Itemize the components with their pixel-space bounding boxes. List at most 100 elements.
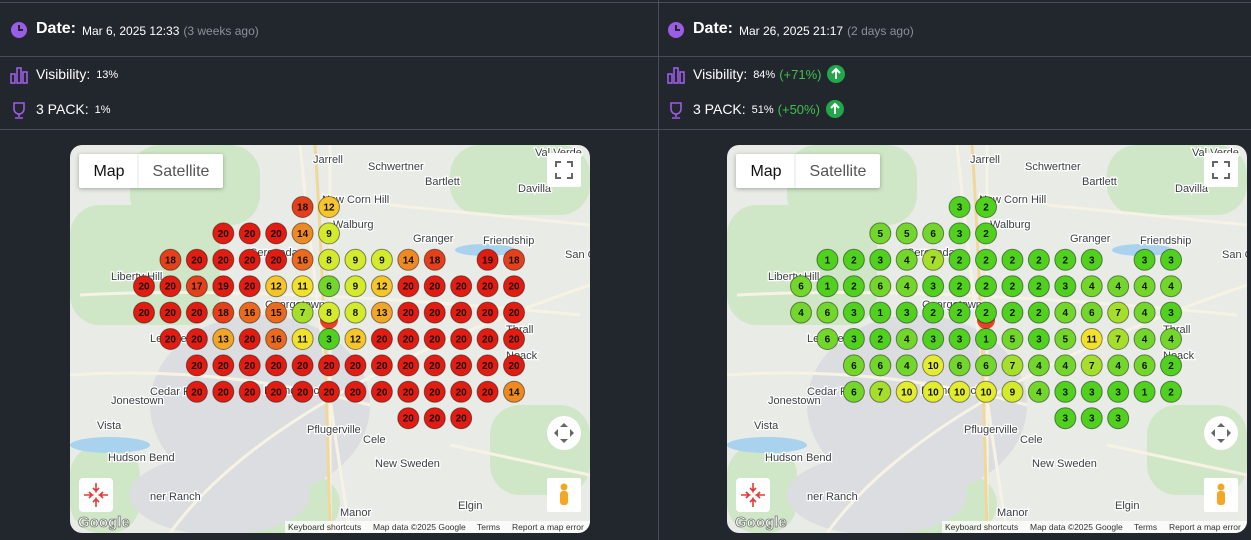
camera-control[interactable] [1204, 416, 1238, 450]
rank-pin [370, 301, 393, 324]
rank-pin [922, 328, 945, 350]
rank-pin-label: 20 [376, 361, 388, 372]
rank-pin [450, 301, 473, 324]
rank-pin [423, 275, 446, 298]
rank-pin [1054, 328, 1077, 350]
rank-pin-label: 3 [1089, 387, 1095, 398]
rank-pin [423, 407, 446, 430]
rank-pin [1080, 380, 1103, 403]
place-label: Bartlett [425, 176, 460, 188]
rank-pin-label: 16 [297, 255, 309, 266]
rank-pin-label: 9 [1010, 387, 1016, 398]
rank-pin [869, 301, 892, 324]
rank-pin [344, 380, 367, 403]
rank-pin [869, 354, 892, 377]
rank-pin-label: 20 [191, 387, 203, 398]
rank-pin-label: 20 [482, 361, 494, 372]
rank-pin-label: 15 [271, 308, 283, 319]
rank-pin [1107, 354, 1130, 377]
rank-pin-label: 2 [983, 255, 989, 266]
place-label: Davilla [1175, 183, 1209, 195]
visibility-icon [10, 67, 28, 84]
rank-pin-label: 12 [271, 282, 283, 293]
rank-pin [1080, 354, 1103, 377]
attribution-text[interactable]: Terms [477, 522, 500, 532]
fullscreen-button[interactable] [1204, 153, 1238, 187]
rank-pin [842, 328, 865, 350]
place-label: ner Ranch [150, 491, 201, 503]
rank-pin [869, 222, 892, 245]
rank-pin [291, 301, 314, 324]
rank-pin [975, 380, 998, 403]
place-label: Jarrell [970, 154, 1000, 166]
rank-pin [1080, 248, 1103, 271]
rank-pin [185, 380, 208, 403]
divider [0, 2, 1251, 3]
attribution-text[interactable]: Keyboard shortcuts [945, 522, 1018, 532]
collapse-button[interactable] [736, 478, 770, 512]
rank-pin-label: 20 [456, 361, 468, 372]
map-type-control [736, 154, 880, 188]
attribution-text[interactable]: Terms [1134, 522, 1157, 532]
collapse-button[interactable] [79, 478, 113, 512]
rank-pin-label: 10 [980, 387, 992, 398]
rank-pin-label: 20 [271, 387, 283, 398]
pack-label: 3 PACK: [36, 101, 89, 117]
rank-pin [238, 248, 261, 271]
rank-pin-label: 16 [244, 308, 256, 319]
rank-pin-label: 6 [798, 282, 804, 293]
map-button[interactable]: Map [93, 163, 124, 180]
map-type-control [79, 154, 223, 188]
rank-pin-label: 17 [191, 282, 203, 293]
camera-control[interactable] [547, 416, 581, 450]
rank-pin-label: 3 [1063, 387, 1069, 398]
rank-pin-label: 20 [429, 361, 441, 372]
rank-pin [790, 301, 812, 324]
satellite-button[interactable]: Satellite [153, 163, 210, 180]
attribution-text[interactable]: Keyboard shortcuts [288, 522, 361, 532]
rank-pin-label: 3 [851, 335, 857, 346]
rank-pin [869, 328, 892, 350]
rank-pin [370, 380, 393, 403]
fullscreen-button[interactable] [547, 153, 581, 187]
rank-pin [344, 354, 367, 377]
rank-pin-label: 2 [1063, 255, 1069, 266]
rank-pin-label: 9 [326, 229, 332, 240]
rank-pin-label: 2 [851, 282, 857, 293]
rank-pin [476, 275, 499, 298]
rank-pin-label: 20 [323, 361, 335, 372]
pegman-head [560, 483, 568, 491]
rank-pin-label: 18 [297, 203, 309, 214]
satellite-button[interactable]: Satellite [810, 163, 867, 180]
map-button[interactable]: Map [750, 163, 781, 180]
rank-pin-label: 5 [1010, 335, 1016, 346]
rank-pin [975, 354, 998, 377]
pegman-body [1217, 491, 1225, 505]
rank-pin-label: 20 [191, 335, 203, 346]
rank-pin [895, 354, 918, 377]
place-label: Jonestown [768, 395, 821, 407]
rank-pin-label: 4 [1168, 282, 1174, 293]
rank-pin-label: 12 [323, 203, 335, 214]
rank-pin-label: 20 [297, 361, 309, 372]
visibility-value: 84% [753, 69, 776, 81]
rank-pin-label: 4 [1036, 361, 1042, 372]
rank-pin-label: 20 [456, 387, 468, 398]
visibility-label: Visibility: [693, 66, 748, 82]
rank-pin-label: 19 [218, 282, 230, 293]
rank-pin [291, 248, 314, 271]
attribution-text[interactable]: Report a map error [1169, 522, 1241, 532]
rank-pin-label: 20 [271, 361, 283, 372]
rank-pin [212, 248, 235, 271]
rank-pin-label: 20 [297, 387, 309, 398]
attribution-text[interactable]: Report a map error [512, 522, 584, 532]
rank-pin-label: 7 [1115, 335, 1121, 346]
rank-pin-label: 16 [271, 335, 283, 346]
rank-pin [1054, 380, 1077, 403]
rank-pin-label: 20 [218, 361, 230, 372]
rank-pin-label: 7 [1010, 361, 1016, 372]
rank-pin-label: 8 [353, 308, 359, 319]
rank-pin-label: 2 [1010, 282, 1016, 293]
